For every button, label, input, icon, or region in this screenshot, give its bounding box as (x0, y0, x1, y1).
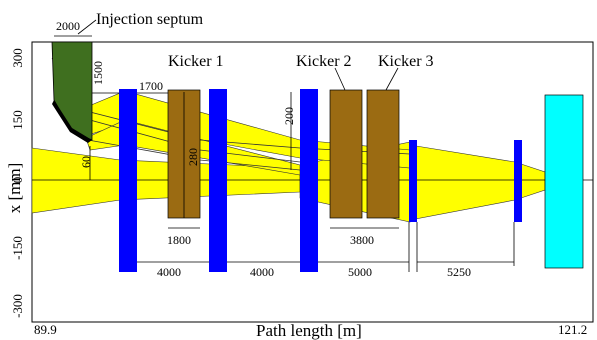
dim-1800: 1800 (167, 233, 191, 247)
kicker-3-label: Kicker 3 (378, 53, 434, 70)
dim-3800: 3800 (350, 233, 374, 247)
injection-septum-label: Injection septum (96, 11, 204, 28)
x-axis-label: Path length [m] (256, 321, 362, 340)
y-tick-neg150: -150 (10, 236, 25, 260)
dim-200: 200 (282, 107, 296, 125)
dim-4000-b: 4000 (250, 265, 274, 279)
y-tick-0: 0 (10, 177, 25, 184)
kicker-2-magnet (329, 89, 363, 219)
kicker-3-magnet (366, 89, 400, 219)
end-magnet (544, 94, 584, 269)
dim-280: 280 (186, 148, 200, 166)
septum-blade (52, 100, 92, 143)
y-tick-150: 150 (10, 110, 25, 130)
kicker-3-pointer (385, 67, 399, 91)
injection-septum-pointer (77, 19, 97, 35)
y-tick-neg300: -300 (10, 294, 25, 318)
dim-1700: 1700 (139, 79, 163, 93)
dim-1500: 1500 (91, 61, 105, 85)
kicker-2-label: Kicker 2 (296, 53, 352, 70)
quadrupole-2 (209, 89, 227, 272)
dimension-lines (54, 35, 515, 272)
x-start-label: 89.9 (34, 322, 57, 337)
y-axis-label: x [mm] (5, 163, 24, 214)
kicker-2-pointer (334, 67, 346, 91)
dim-60: 60 (79, 156, 93, 168)
dim-5250: 5250 (447, 265, 471, 279)
quadrupole-1 (119, 89, 137, 272)
dim-5000: 5000 (348, 265, 372, 279)
y-tick-300: 300 (10, 48, 25, 68)
quadrupole-3 (300, 89, 318, 272)
quadrupole-5 (514, 140, 522, 222)
quadrupole-4 (409, 140, 417, 222)
kicker-1-label: Kicker 1 (168, 53, 224, 70)
x-end-label: 121.2 (558, 322, 587, 337)
dim-4000-a: 4000 (157, 265, 181, 279)
dim-2000: 2000 (56, 19, 80, 33)
